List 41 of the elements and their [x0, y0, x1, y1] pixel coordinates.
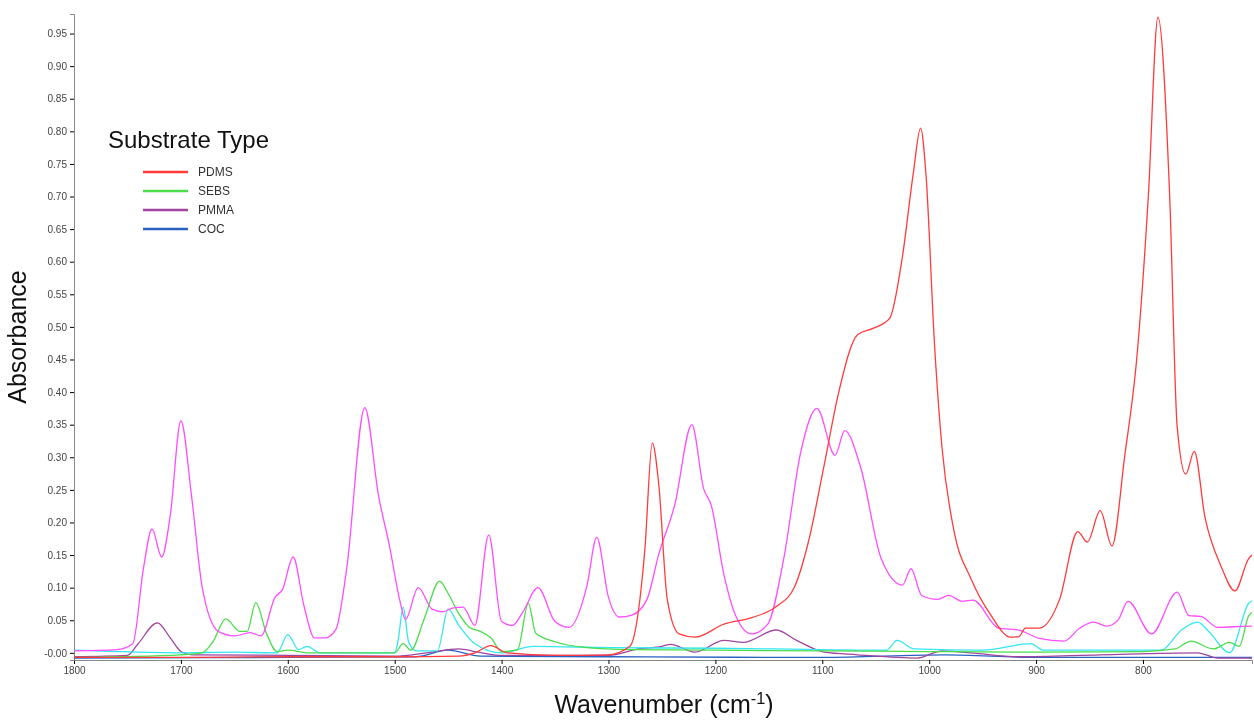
x-tick-label: 1400: [490, 665, 514, 677]
legend-label: PMMA: [198, 203, 234, 217]
y-tick-label: 0.30: [47, 451, 68, 463]
x-tick-label: 1800: [63, 665, 87, 677]
y-tick-label: 0.40: [47, 386, 68, 398]
y-tick-label: 0.35: [47, 419, 68, 431]
x-tick-label: 1200: [704, 665, 728, 677]
y-tick-label: 0.50: [47, 321, 68, 333]
line-series: [74, 622, 1252, 659]
x-tick-label: 900: [1028, 665, 1046, 677]
x-axis-title: Wavenumber (cm$^{-1}$): [554, 689, 774, 718]
y-tick-label: 0.10: [47, 582, 68, 594]
legend-label: SEBS: [198, 184, 231, 198]
y-tick-label: 0.45: [47, 354, 68, 366]
y-tick-label: 0.85: [47, 93, 68, 105]
legend-title: Substrate Type: [108, 126, 269, 153]
y-tick-label: 0.15: [47, 549, 68, 561]
x-tick-label: 1600: [277, 665, 300, 677]
y-tick-label: 0.75: [47, 158, 68, 170]
legend-label: COC: [198, 222, 225, 236]
line-series: [74, 407, 1252, 652]
y-tick-label: 0.65: [47, 223, 68, 235]
y-tick-label: 0.95: [47, 28, 68, 40]
y-tick-label: 0.90: [47, 60, 68, 72]
x-tick-label: 1000: [918, 665, 942, 677]
line-series: [74, 16, 1252, 659]
x-tick-label: 800: [1135, 665, 1153, 677]
x-tick-label: 1700: [170, 665, 193, 677]
y-axis-title: Absorbance: [3, 270, 31, 404]
legend-label: PDMS: [198, 165, 233, 179]
y-tick-label: 0.60: [47, 256, 68, 268]
x-tick-label: 1300: [597, 665, 621, 677]
y-tick-label: -0.00: [44, 647, 68, 659]
y-tick-label: 0.70: [47, 191, 68, 203]
y-tick-label: 0.80: [47, 126, 68, 138]
y-tick-label: 0.55: [47, 289, 68, 300]
x-tick-label: 1100: [812, 665, 834, 677]
y-tick-label: 0.25: [47, 484, 68, 496]
x-tick-label: 1500: [384, 665, 407, 677]
y-tick-label: 0.05: [47, 614, 68, 626]
y-tick-label: 0.20: [47, 517, 68, 529]
